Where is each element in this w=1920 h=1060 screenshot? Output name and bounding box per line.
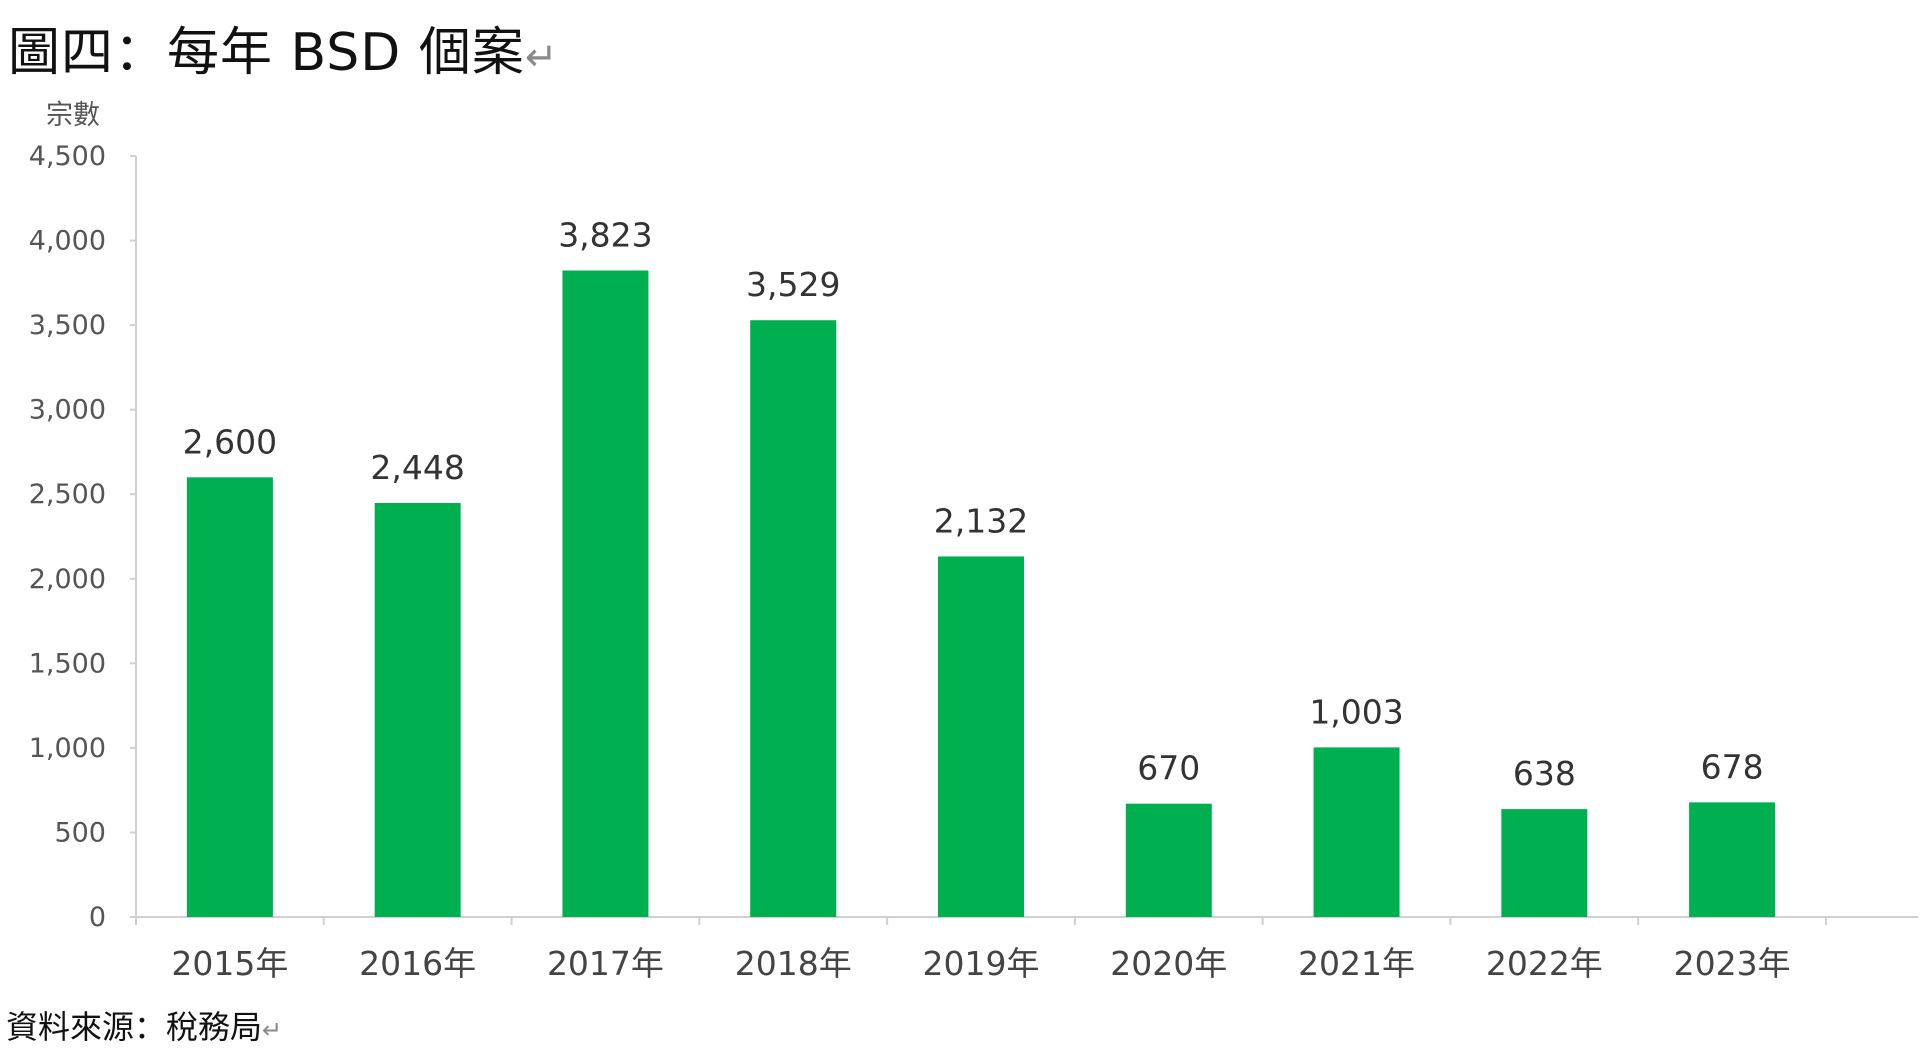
source-text: 資料來源：稅務局 [6,1008,263,1046]
y-tick-label: 4,000 [29,226,106,257]
x-category-label: 2015年 [171,944,288,983]
data-label: 1,003 [1309,692,1403,731]
return-mark-icon: ↵ [524,35,559,80]
return-mark-icon: ↵ [262,1016,283,1044]
y-axis-unit-label: 宗數 [46,100,100,131]
data-label: 3,529 [746,265,840,304]
data-label: 3,823 [558,215,652,254]
y-tick-label: 2,000 [29,564,106,595]
x-category-label: 2021年 [1298,944,1415,983]
x-category-label: 2017年 [547,944,664,983]
data-label: 670 [1137,749,1200,788]
y-tick-label: 3,000 [29,395,106,426]
y-tick-label: 2,500 [29,479,106,510]
data-label: 2,448 [370,448,464,487]
bar [562,270,649,917]
x-category-label: 2023年 [1674,944,1791,983]
data-label: 678 [1701,747,1764,786]
source-note: 資料來源：稅務局↵ [6,1002,282,1048]
y-tick-label: 500 [54,817,106,848]
labels: 0 500 1,000 1,500 2,000 2,500 3,000 3,500 4,000 4… [29,100,1791,983]
y-tick-label: 1,000 [29,733,106,764]
data-label: 2,600 [183,422,277,461]
x-category-label: 2018年 [735,944,852,983]
y-tick-label: 0 [89,902,106,933]
bar [374,503,461,917]
data-label: 2,132 [934,501,1028,540]
bar [186,477,273,917]
figure-title-text: 圖四：每年 BSD 個案 [8,23,525,83]
bar [1125,803,1212,917]
bar [1501,809,1588,917]
data-label: 638 [1513,754,1576,793]
bar-chart: 0 500 1,000 1,500 2,000 2,500 3,000 3,500 4,000 4… [29,100,1918,983]
x-category-label: 2016年 [359,944,476,983]
y-tick-label: 3,500 [29,310,106,341]
bar [750,320,837,917]
figure-title: 圖四：每年 BSD 個案↵ [8,10,559,85]
y-tick-label: 1,500 [29,648,106,679]
x-category-label: 2022年 [1486,944,1603,983]
bar [1313,747,1400,917]
bars [186,270,1776,917]
x-category-label: 2019年 [923,944,1040,983]
bar [938,556,1024,917]
x-category-label: 2020年 [1110,944,1227,983]
y-tick-label: 4,500 [29,141,106,172]
bar [1689,802,1776,917]
